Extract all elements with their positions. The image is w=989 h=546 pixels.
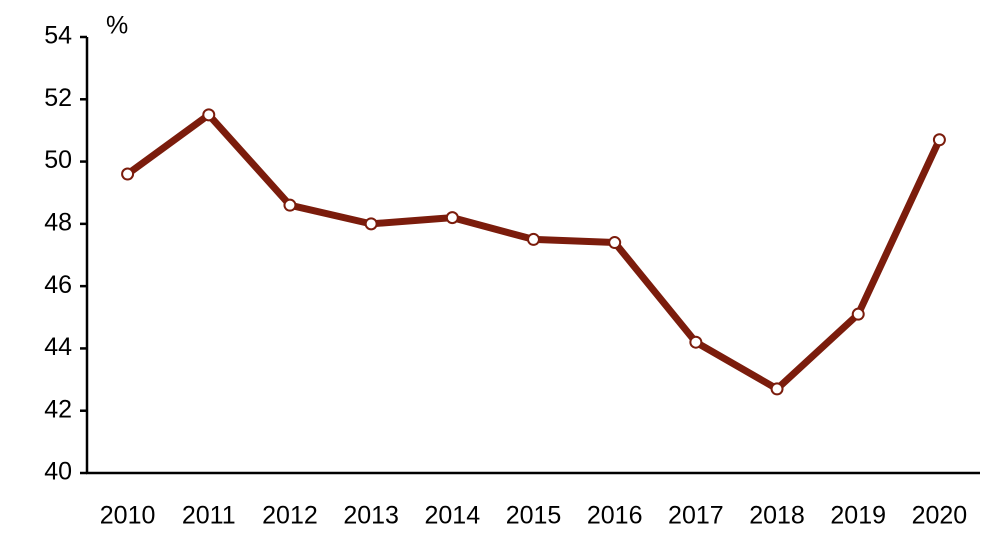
x-tick-label: 2013 <box>343 502 399 530</box>
y-tick-label: 42 <box>44 395 72 423</box>
x-tick-label: 2019 <box>830 502 886 530</box>
marker <box>445 211 459 225</box>
marker <box>608 236 622 250</box>
x-tick-label: 2011 <box>182 502 236 530</box>
marker <box>121 167 135 181</box>
y-tick-label: 44 <box>44 333 72 361</box>
x-tick-label: 2016 <box>587 502 643 530</box>
x-tick-label: 2014 <box>425 502 481 530</box>
marker <box>770 382 784 396</box>
x-tick-label: 2017 <box>668 502 724 530</box>
marker <box>283 198 297 212</box>
x-tick-label: 2015 <box>506 502 562 530</box>
y-tick-label: 50 <box>44 146 72 174</box>
x-tick-label: 2018 <box>749 502 805 530</box>
marker <box>202 108 216 122</box>
marker <box>527 232 540 246</box>
marker <box>932 133 946 147</box>
y-tick-label: 48 <box>44 208 72 236</box>
x-tick-label: 2020 <box>912 502 968 530</box>
y-tick-label: 46 <box>44 271 72 299</box>
x-tick-label: 2012 <box>262 502 318 530</box>
y-tick-label: 54 <box>44 22 72 50</box>
y-tick-label: 52 <box>44 84 72 112</box>
y-tick-label: 40 <box>44 458 72 486</box>
marker <box>364 217 378 231</box>
marker <box>851 307 865 321</box>
marker <box>689 335 703 349</box>
line <box>125 111 943 393</box>
y-axis-label: % <box>106 12 128 40</box>
x-tick-label: 2010 <box>100 502 156 530</box>
